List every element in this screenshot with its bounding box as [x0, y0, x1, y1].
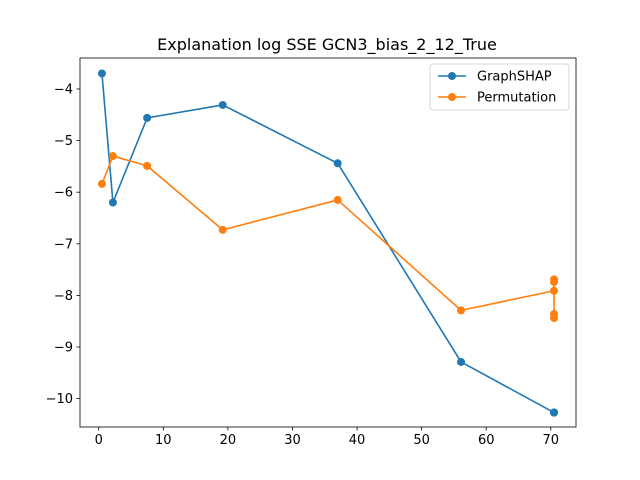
- series-line: [101, 73, 555, 414]
- axes: 0 10 20 30 40 50 60 70 −10 −9 −8 −7 −6 −5 −4: [46, 57, 577, 448]
- data-point: [97, 69, 106, 78]
- y-tick-label: −6: [54, 186, 73, 201]
- legend: GraphSHAP Permutation: [429, 63, 570, 111]
- legend-label: GraphSHAP: [477, 70, 552, 85]
- data-point: [143, 113, 152, 122]
- data-point: [333, 159, 342, 168]
- x-tick-label: 20: [220, 433, 237, 448]
- chart-title: Explanation log SSE GCN3_bias_2_12_True: [157, 35, 497, 55]
- x-tick-label: 60: [478, 433, 495, 448]
- y-tick-label: −10: [46, 392, 73, 407]
- x-tick-label: 50: [413, 433, 430, 448]
- x-tick-label: 40: [349, 433, 366, 448]
- data-point: [143, 161, 152, 170]
- series-line: [101, 155, 555, 319]
- data-point: [457, 306, 466, 315]
- series-graphshap: [97, 69, 559, 417]
- y-tick-label: −5: [54, 134, 73, 149]
- data-point: [550, 314, 559, 323]
- y-tick-label: −7: [54, 237, 73, 252]
- x-tick-label: 70: [543, 433, 560, 448]
- data-point: [108, 198, 117, 207]
- series-layer: [97, 69, 559, 417]
- x-tick-label: 0: [95, 433, 103, 448]
- y-tick-label: −4: [54, 82, 73, 97]
- series-permutation: [97, 152, 559, 323]
- data-point: [218, 225, 227, 234]
- y-tick-label: −8: [54, 289, 73, 304]
- legend-label: Permutation: [477, 91, 556, 106]
- plot-frame: [79, 57, 577, 428]
- data-point: [550, 275, 559, 284]
- data-point: [550, 408, 559, 417]
- data-point: [218, 100, 227, 109]
- data-point: [550, 286, 559, 295]
- legend-marker: [448, 93, 456, 101]
- y-tick-label: −9: [54, 341, 73, 356]
- data-point: [108, 152, 117, 161]
- x-tick-label: 30: [284, 433, 301, 448]
- x-tick-label: 10: [155, 433, 172, 448]
- data-point: [97, 179, 106, 188]
- data-point: [333, 195, 342, 204]
- data-point: [457, 357, 466, 366]
- legend-marker: [448, 72, 456, 80]
